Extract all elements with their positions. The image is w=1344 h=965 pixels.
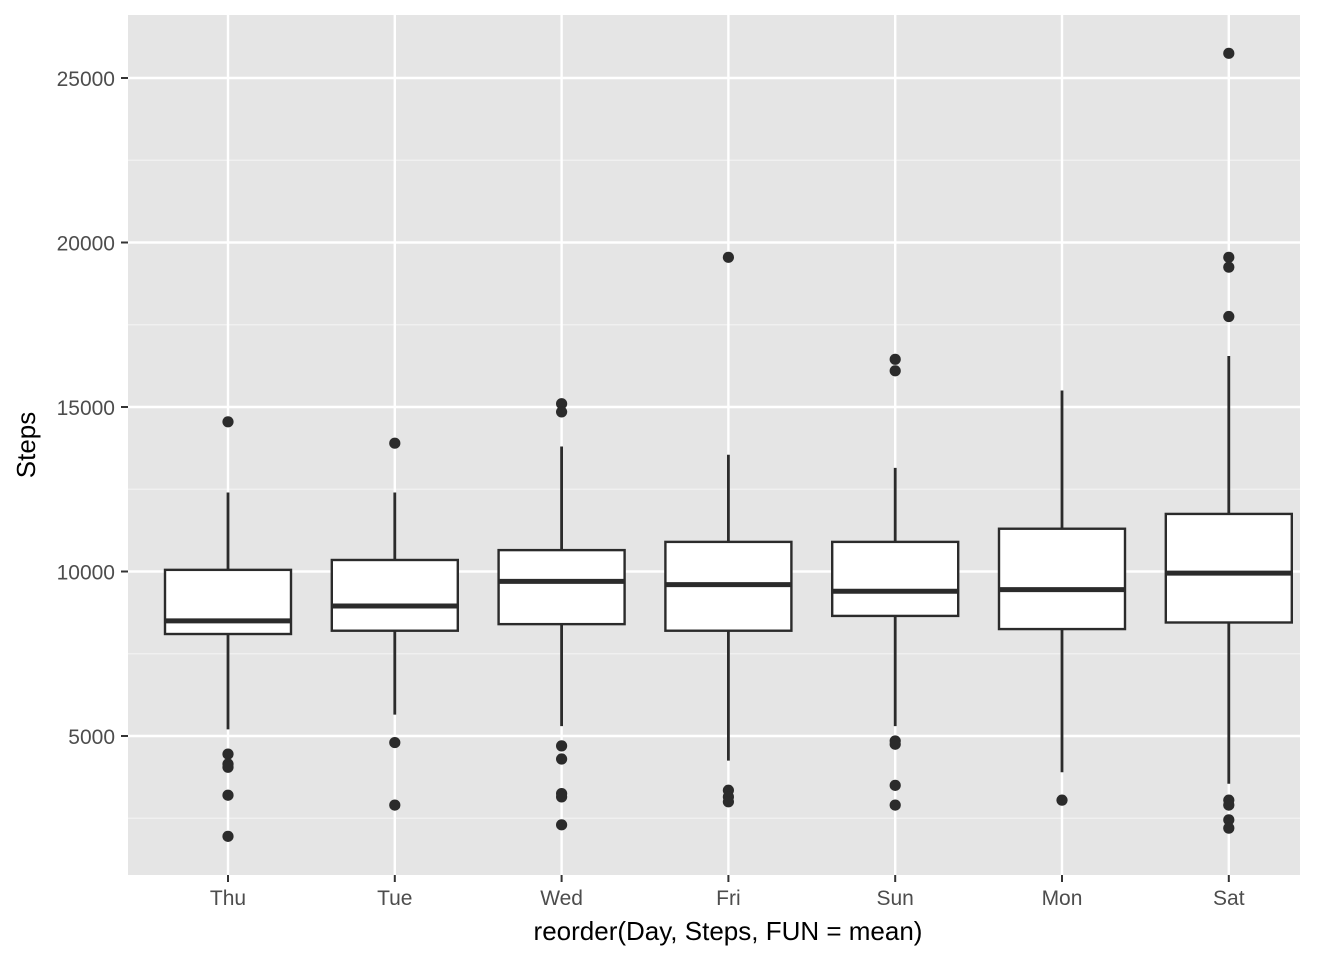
outlier-point	[556, 740, 568, 752]
outlier-point	[556, 398, 568, 410]
x-axis-title: reorder(Day, Steps, FUN = mean)	[534, 916, 923, 946]
x-tick-label-sun: Sun	[877, 887, 914, 910]
panel-background	[128, 15, 1300, 875]
x-tick-label-mon: Mon	[1042, 887, 1083, 910]
outlier-point	[1223, 47, 1235, 59]
outlier-point	[1223, 261, 1235, 273]
box-sat	[1164, 47, 1294, 834]
x-axis-ticks: Thu Tue Wed Fri Sun Mon Sat	[210, 875, 1245, 910]
iqr-box	[997, 527, 1127, 631]
outlier-point	[389, 799, 401, 811]
box-sun	[831, 353, 960, 811]
outlier-point	[222, 789, 234, 801]
outlier-point	[222, 830, 234, 842]
outlier-point	[556, 406, 568, 418]
outlier-point	[556, 753, 568, 765]
outlier-point	[1223, 822, 1235, 834]
y-tick-label: 10000	[57, 562, 115, 585]
outlier-point	[222, 761, 234, 773]
outlier-point	[222, 416, 234, 428]
outlier-point	[722, 251, 735, 263]
x-tick-label-tue: Tue	[377, 887, 412, 910]
outlier-point	[1223, 814, 1235, 826]
iqr-box	[163, 568, 293, 636]
box-thu	[163, 416, 293, 842]
iqr-box	[831, 540, 960, 618]
x-tick-label-fri: Fri	[716, 887, 741, 910]
outlier-point	[556, 791, 568, 803]
outlier-point	[389, 736, 401, 749]
outlier-point	[389, 437, 401, 449]
x-tick-label-sat: Sat	[1213, 887, 1245, 910]
outlier-point	[889, 779, 901, 791]
box-mon	[997, 390, 1127, 806]
outlier-point	[889, 353, 901, 365]
minor-gridlines	[128, 159, 1300, 819]
outlier-point	[1223, 799, 1235, 811]
iqr-box	[497, 548, 626, 626]
box-fri	[664, 251, 793, 808]
outlier-point	[222, 748, 234, 760]
outlier-point	[1223, 251, 1235, 263]
y-tick-label: 15000	[57, 397, 115, 420]
y-axis-ticks: 5000 10000 15000 20000 25000	[57, 68, 128, 749]
y-tick-label: 25000	[57, 68, 115, 91]
box-tue	[330, 437, 459, 811]
outlier-point	[556, 819, 568, 831]
outlier-point	[722, 796, 735, 808]
y-tick-label: 5000	[68, 726, 115, 749]
iqr-box	[1164, 512, 1294, 624]
x-tick-label-thu: Thu	[210, 887, 246, 910]
y-axis-title: Steps	[11, 412, 41, 479]
box-layer	[163, 47, 1294, 842]
iqr-box	[330, 558, 459, 632]
outlier-point	[889, 799, 901, 811]
outlier-point	[1223, 310, 1235, 323]
outlier-point	[889, 738, 901, 750]
outlier-point	[1056, 794, 1068, 806]
box-wed	[497, 398, 626, 831]
x-tick-label-wed: Wed	[540, 887, 583, 910]
y-tick-label: 20000	[57, 233, 115, 256]
outlier-point	[889, 365, 901, 377]
